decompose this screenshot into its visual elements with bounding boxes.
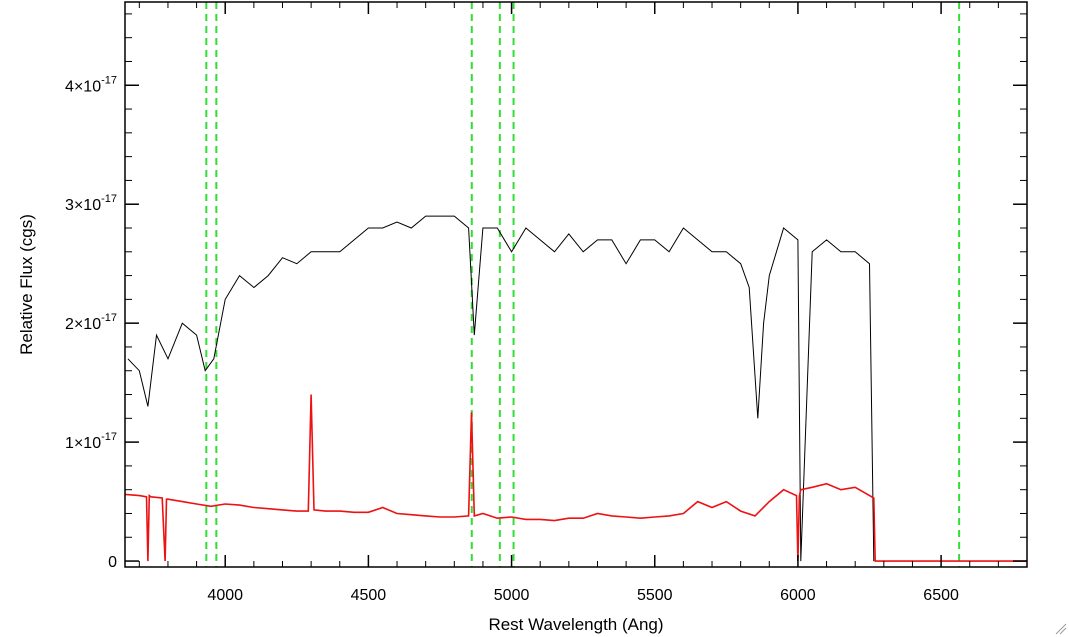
y-axis-title: Relative Flux (cgs) [17, 214, 36, 355]
y-tick-label: 2×10-17 [65, 312, 117, 333]
x-axis-title: Rest Wavelength (Ang) [488, 615, 663, 634]
series-layer [125, 215, 1027, 562]
series-line-model [125, 394, 1027, 562]
resize-grip-icon[interactable] [1055, 623, 1067, 635]
x-tick-label: 6500 [923, 587, 959, 604]
y-tick-label: 3×10-17 [65, 193, 117, 214]
x-tick-label: 4000 [207, 587, 243, 604]
y-tick-label: 4×10-17 [65, 74, 117, 95]
reference-lines [205, 2, 961, 567]
x-tick-label: 6000 [780, 587, 816, 604]
y-axis: 0 1×10-17 2×10-17 3×10-17 4×10-17 [65, 13, 1027, 571]
y-tick-label: 1×10-17 [65, 431, 117, 452]
x-tick-label: 5000 [494, 587, 530, 604]
x-tick-label: 4500 [351, 587, 387, 604]
x-axis: 4000 4500 5000 5500 6000 6500 [138, 2, 1028, 604]
y-tick-label: 0 [108, 554, 117, 571]
series-line-observed [127, 215, 875, 562]
plot-frame [124, 1, 1028, 568]
x-tick-label: 5500 [637, 587, 673, 604]
